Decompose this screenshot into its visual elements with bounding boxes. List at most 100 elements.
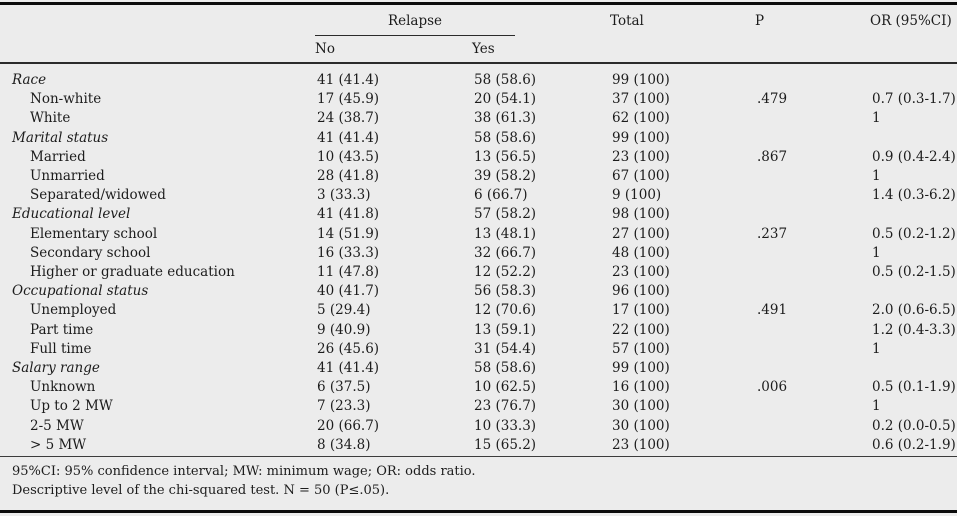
cell-relapse-no: 7 (23.3) bbox=[317, 398, 371, 415]
cell-p bbox=[755, 263, 870, 282]
table-row-elementary-school: Elementary school 14 (51.9) 13 (48.1) 27… bbox=[0, 225, 957, 244]
table-row-unemployed: Unemployed 5 (29.4) 12 (70.6) 17 (100) .… bbox=[0, 301, 957, 320]
cell-p bbox=[755, 129, 870, 148]
cell-relapse-no: 24 (38.7) bbox=[317, 110, 380, 127]
cell-or: 0.2 (0.0-0.5) bbox=[872, 417, 956, 434]
cell-p bbox=[755, 321, 870, 340]
row-label: Secondary school bbox=[30, 244, 151, 261]
cell-or bbox=[870, 282, 957, 301]
cell-p bbox=[755, 436, 870, 455]
cell-total: 96 (100) bbox=[612, 283, 670, 300]
cell-or: 1 bbox=[872, 110, 881, 127]
cell-relapse-no: 16 (33.3) bbox=[317, 244, 380, 261]
row-label: 2-5 MW bbox=[30, 417, 84, 434]
row-label: Elementary school bbox=[30, 225, 158, 242]
column-header-yes: Yes bbox=[472, 36, 610, 64]
cell-total: 67 (100) bbox=[612, 168, 670, 185]
cell-total: 57 (100) bbox=[612, 340, 670, 357]
cell-total: 99 (100) bbox=[612, 360, 670, 377]
cell-relapse-no: 6 (37.5) bbox=[317, 379, 371, 396]
table-row-full-time: Full time 26 (45.6) 31 (54.4) 57 (100) 1 bbox=[0, 340, 957, 359]
table-row-over-5mw: > 5 MW 8 (34.8) 15 (65.2) 23 (100) 0.6 (… bbox=[0, 436, 957, 455]
row-label: Race bbox=[12, 72, 47, 88]
header-spacer bbox=[870, 36, 957, 64]
top-rule bbox=[0, 2, 957, 5]
cell-or bbox=[870, 359, 957, 378]
cell-relapse-yes: 20 (54.1) bbox=[474, 91, 537, 108]
cell-total: 27 (100) bbox=[612, 225, 670, 242]
statistics-table: Relapse Total P OR (95%CI) No Yes Race 4… bbox=[0, 6, 957, 455]
cell-relapse-no: 14 (51.9) bbox=[317, 225, 380, 242]
cell-relapse-no: 41 (41.8) bbox=[317, 206, 380, 223]
bottom-rule bbox=[0, 510, 957, 513]
cell-total: 30 (100) bbox=[612, 398, 670, 415]
cell-relapse-no: 3 (33.3) bbox=[317, 187, 371, 204]
header-spacer bbox=[0, 6, 315, 36]
cell-relapse-yes: 39 (58.2) bbox=[474, 168, 537, 185]
table-row-married: Married 10 (43.5) 13 (56.5) 23 (100) .86… bbox=[0, 148, 957, 167]
cell-relapse-yes: 57 (58.2) bbox=[474, 206, 537, 223]
relapse-label: Relapse bbox=[387, 13, 443, 29]
row-label: Marital status bbox=[12, 129, 109, 146]
row-label: Unemployed bbox=[30, 302, 117, 319]
cell-relapse-yes: 13 (48.1) bbox=[474, 225, 537, 242]
cell-total: 22 (100) bbox=[612, 321, 670, 338]
footnote-abbreviations: 95%CI: 95% confidence interval; MW: mini… bbox=[12, 464, 476, 479]
cell-or: 1 bbox=[872, 244, 881, 261]
cell-relapse-yes: 12 (70.6) bbox=[474, 302, 537, 319]
cell-or: 0.5 (0.2-1.2) bbox=[872, 225, 956, 242]
cell-relapse-no: 11 (47.8) bbox=[317, 264, 380, 281]
cell-relapse-yes: 13 (56.5) bbox=[474, 148, 537, 165]
cell-relapse-no: 9 (40.9) bbox=[317, 321, 371, 338]
table-row-secondary-school: Secondary school 16 (33.3) 32 (66.7) 48 … bbox=[0, 244, 957, 263]
table-row-marital-status: Marital status 41 (41.4) 58 (58.6) 99 (1… bbox=[0, 129, 957, 148]
column-header-or: OR (95%CI) bbox=[870, 13, 952, 29]
cell-p: .867 bbox=[757, 148, 788, 165]
cell-total: 98 (100) bbox=[612, 206, 670, 223]
cell-relapse-yes: 56 (58.3) bbox=[474, 283, 537, 300]
cell-relapse-no: 5 (29.4) bbox=[317, 302, 371, 319]
cell-relapse-no: 8 (34.8) bbox=[317, 436, 371, 453]
cell-total: 23 (100) bbox=[612, 264, 670, 281]
cell-relapse-no: 26 (45.6) bbox=[317, 340, 380, 357]
cell-or: 1 bbox=[872, 168, 881, 185]
cell-relapse-no: 10 (43.5) bbox=[317, 148, 380, 165]
cell-or: 0.5 (0.2-1.5) bbox=[872, 264, 956, 281]
table-row-educational-level: Educational level 41 (41.8) 57 (58.2) 98… bbox=[0, 205, 957, 224]
cell-or: 0.9 (0.4-2.4) bbox=[872, 148, 956, 165]
cell-relapse-no: 40 (41.7) bbox=[317, 283, 380, 300]
cell-relapse-yes: 32 (66.7) bbox=[474, 244, 537, 261]
cell-relapse-yes: 31 (54.4) bbox=[474, 340, 537, 357]
footnote-test-description: Descriptive level of the chi-squared tes… bbox=[12, 483, 390, 498]
cell-p bbox=[755, 186, 870, 205]
table-row-separated-widowed: Separated/widowed 3 (33.3) 6 (66.7) 9 (1… bbox=[0, 186, 957, 205]
table-row-unknown: Unknown 6 (37.5) 10 (62.5) 16 (100) .006… bbox=[0, 378, 957, 397]
column-header-p: P bbox=[755, 13, 765, 29]
row-label: Full time bbox=[30, 340, 92, 357]
cell-p bbox=[755, 63, 870, 90]
table-row-salary-range: Salary range 41 (41.4) 58 (58.6) 99 (100… bbox=[0, 359, 957, 378]
header-row-subcolumns: No Yes bbox=[0, 36, 957, 64]
cell-p bbox=[755, 359, 870, 378]
column-header-relapse: Relapse bbox=[315, 6, 610, 36]
row-label: Up to 2 MW bbox=[30, 398, 113, 415]
cell-p bbox=[755, 417, 870, 436]
cell-relapse-yes: 15 (65.2) bbox=[474, 436, 537, 453]
table-row-unmarried: Unmarried 28 (41.8) 39 (58.2) 67 (100) 1 bbox=[0, 167, 957, 186]
cell-total: 62 (100) bbox=[612, 110, 670, 127]
cell-p: .237 bbox=[757, 225, 788, 242]
row-label: Part time bbox=[30, 321, 94, 338]
cell-relapse-yes: 58 (58.6) bbox=[474, 72, 537, 88]
cell-relapse-yes: 23 (76.7) bbox=[474, 398, 537, 415]
table-row-non-white: Non-white 17 (45.9) 20 (54.1) 37 (100) .… bbox=[0, 90, 957, 109]
column-header-total: Total bbox=[610, 13, 644, 29]
table-header: Relapse Total P OR (95%CI) No Yes bbox=[0, 6, 957, 64]
cell-or bbox=[870, 205, 957, 224]
cell-relapse-yes: 58 (58.6) bbox=[474, 129, 537, 146]
cell-p bbox=[755, 205, 870, 224]
cell-or bbox=[870, 63, 957, 90]
row-label: Separated/widowed bbox=[30, 187, 166, 204]
cell-relapse-yes: 58 (58.6) bbox=[474, 360, 537, 377]
cell-p bbox=[755, 167, 870, 186]
